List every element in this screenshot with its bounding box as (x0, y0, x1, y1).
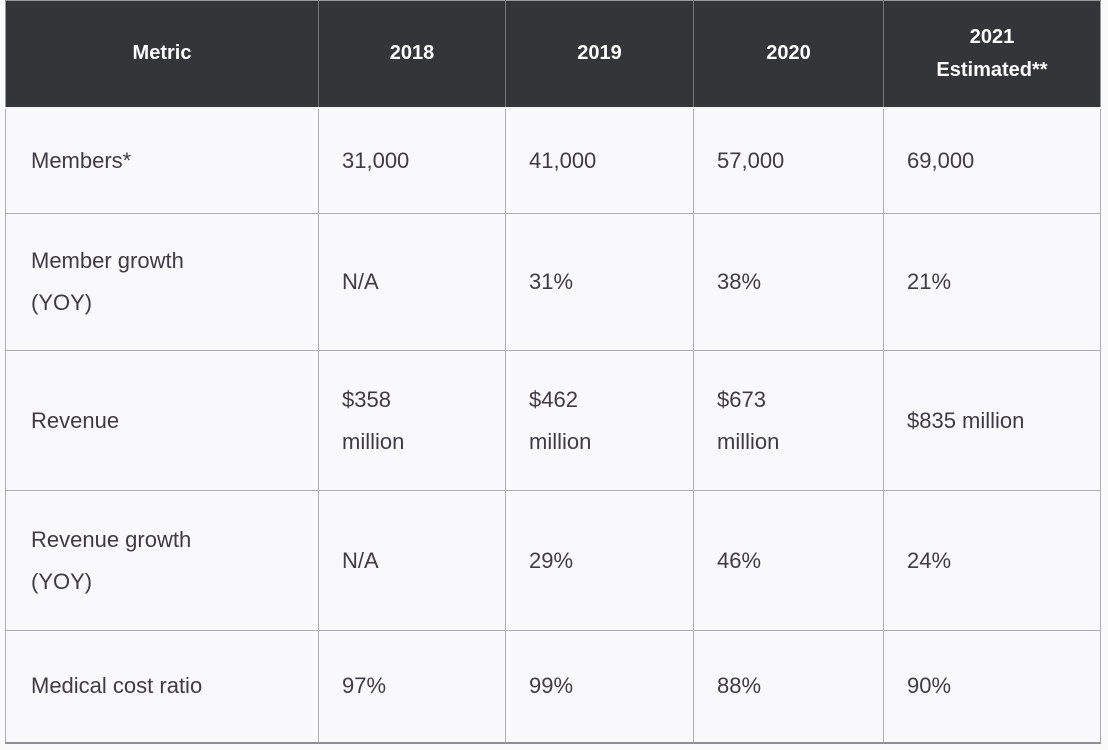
metric-label-members: Members* (5, 107, 319, 214)
header-row: Metric 2018 2019 2020 2021 Estimated** (5, 0, 1101, 109)
column-header-2019: 2019 (505, 0, 694, 109)
cell-revenue-2021: $835 million (883, 350, 1101, 491)
column-header-2020: 2020 (693, 0, 884, 109)
cell-members-2018: 31,000 (318, 107, 506, 214)
cell-members-2019: 41,000 (505, 107, 694, 214)
cell-revenue-growth-2019: 29% (505, 490, 694, 631)
cell-medical-cost-ratio-2020: 88% (693, 630, 884, 743)
cell-medical-cost-ratio-2019: 99% (505, 630, 694, 743)
metric-label-revenue: Revenue (5, 350, 319, 491)
cell-revenue-2020: $673 million (693, 350, 884, 491)
metrics-table: Metric 2018 2019 2020 2021 Estimated** M… (5, 0, 1101, 744)
column-header-metric: Metric (5, 0, 319, 109)
column-header-2021-estimated: 2021 Estimated** (883, 0, 1101, 109)
cell-member-growth-2020: 38% (693, 213, 884, 351)
metric-label-medical-cost-ratio: Medical cost ratio (5, 630, 319, 743)
cell-revenue-growth-2021: 24% (883, 490, 1101, 631)
cell-revenue-2019: $462 million (505, 350, 694, 491)
table-row-revenue-growth: Revenue growth (YOY) N/A 29% 46% 24% (5, 490, 1101, 631)
column-header-2018: 2018 (318, 0, 506, 109)
metric-label-member-growth: Member growth (YOY) (5, 213, 319, 351)
metric-label-revenue-growth: Revenue growth (YOY) (5, 490, 319, 631)
cell-member-growth-2019: 31% (505, 213, 694, 351)
cell-revenue-growth-2018: N/A (318, 490, 506, 631)
cell-revenue-2018: $358 million (318, 350, 506, 491)
cell-member-growth-2018: N/A (318, 213, 506, 351)
table-row-medical-cost-ratio: Medical cost ratio 97% 99% 88% 90% (5, 630, 1101, 743)
cell-member-growth-2021: 21% (883, 213, 1101, 351)
cell-members-2020: 57,000 (693, 107, 884, 214)
cell-medical-cost-ratio-2021: 90% (883, 630, 1101, 743)
table-row-revenue: Revenue $358 million $462 million $673 m… (5, 350, 1101, 491)
cell-revenue-growth-2020: 46% (693, 490, 884, 631)
cell-members-2021: 69,000 (883, 107, 1101, 214)
cell-medical-cost-ratio-2018: 97% (318, 630, 506, 743)
table-row-members: Members* 31,000 41,000 57,000 69,000 (5, 107, 1101, 214)
table-row-member-growth: Member growth (YOY) N/A 31% 38% 21% (5, 213, 1101, 351)
